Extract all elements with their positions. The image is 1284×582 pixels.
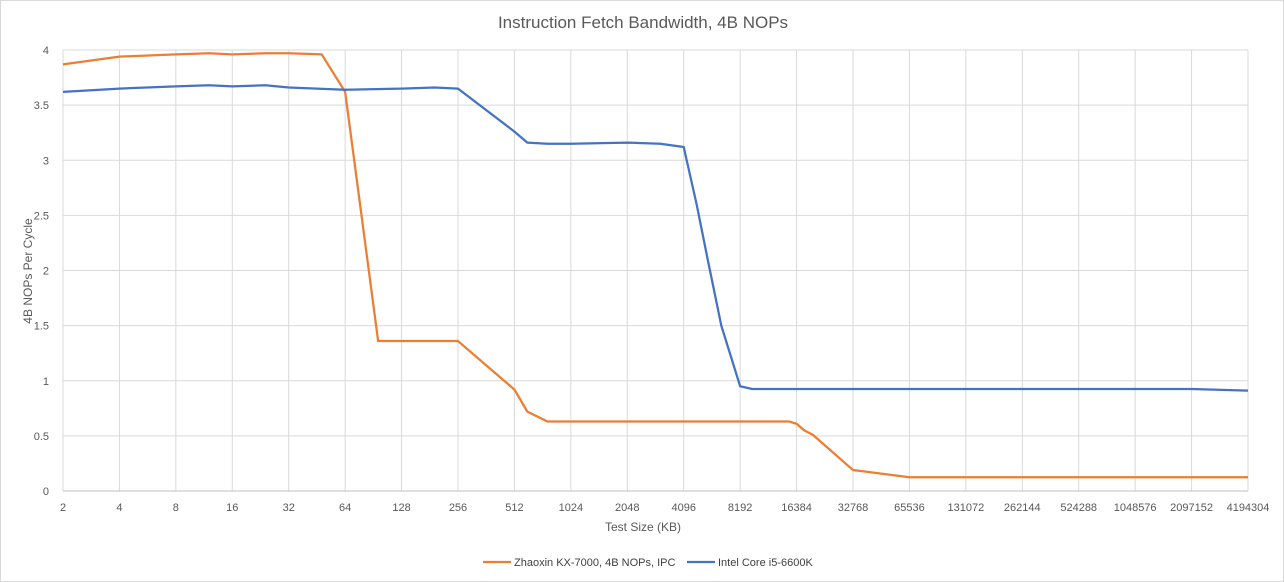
x-tick-label: 8 xyxy=(173,502,179,514)
chart-title: Instruction Fetch Bandwidth, 4B NOPs xyxy=(498,13,788,32)
y-tick-label: 3.5 xyxy=(34,100,49,112)
x-tick-label: 262144 xyxy=(1004,502,1041,514)
gridlines xyxy=(62,49,1249,492)
x-tick-label: 2097152 xyxy=(1170,502,1213,514)
x-tick-label: 4096 xyxy=(671,502,695,514)
x-tick-label: 64 xyxy=(339,502,351,514)
x-tick-label: 512 xyxy=(505,502,523,514)
x-tick-label: 2048 xyxy=(615,502,639,514)
y-axis-title: 4B NOPs Per Cycle xyxy=(21,218,35,324)
y-tick-label: 0.5 xyxy=(34,431,49,443)
x-tick-label: 128 xyxy=(392,502,410,514)
x-tick-label: 2 xyxy=(60,502,66,514)
x-tick-label: 1024 xyxy=(559,502,583,514)
series-lines xyxy=(62,52,1249,479)
y-tick-label: 3 xyxy=(43,155,49,167)
y-tick-label: 2 xyxy=(43,266,49,278)
x-tick-label: 32768 xyxy=(838,502,869,514)
x-tick-label: 131072 xyxy=(947,502,984,514)
x-tick-label: 4194304 xyxy=(1227,502,1270,514)
y-tick-label: 1 xyxy=(43,376,49,388)
y-tick-label: 4 xyxy=(43,45,49,57)
x-tick-label: 1048576 xyxy=(1114,502,1157,514)
series-line-1 xyxy=(62,84,1249,392)
legend-label-0: Zhaoxin KX-7000, 4B NOPs, IPC xyxy=(514,557,675,569)
x-tick-label: 524288 xyxy=(1060,502,1097,514)
x-tick-label: 16 xyxy=(226,502,238,514)
x-tick-label: 8192 xyxy=(728,502,752,514)
x-tick-label: 16384 xyxy=(781,502,812,514)
x-tick-label: 65536 xyxy=(894,502,925,514)
y-tick-label: 0 xyxy=(43,486,49,498)
x-axis-ticks: 2 4 8 16 32 64 128 256 512 1024 2048 4096 8192 16384 3… xyxy=(60,502,1269,514)
legend-label-1: Intel Core i5-6600K xyxy=(718,557,813,569)
x-tick-label: 256 xyxy=(449,502,467,514)
series-line-0 xyxy=(62,52,1248,479)
x-axis-title: Test Size (KB) xyxy=(605,520,681,534)
legend: Zhaoxin KX-7000, 4B NOPs, IPC Intel Core … xyxy=(483,557,813,569)
x-tick-label: 4 xyxy=(116,502,122,514)
x-tick-label: 32 xyxy=(283,502,295,514)
y-tick-label: 1.5 xyxy=(34,321,49,333)
y-tick-label: 2.5 xyxy=(34,210,49,222)
y-axis-ticks: 0 0.5 1 1.5 2 2.5 3 3.5 4 xyxy=(34,45,49,498)
